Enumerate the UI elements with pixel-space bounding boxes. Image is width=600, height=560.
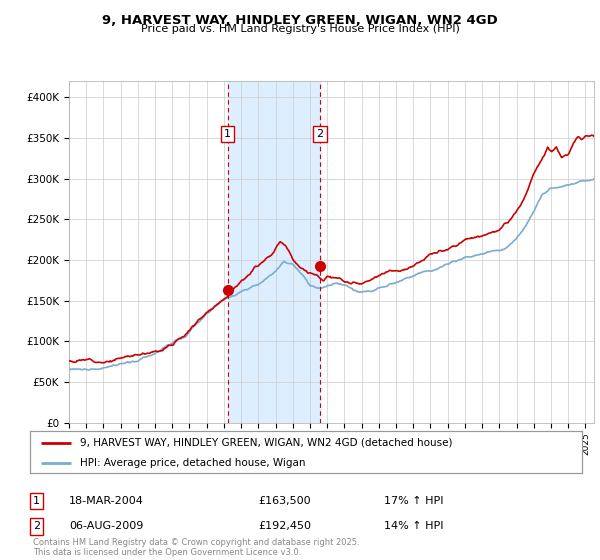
Bar xyxy=(227,81,320,423)
Text: 1: 1 xyxy=(33,496,40,506)
Text: 1: 1 xyxy=(224,129,231,139)
Text: 2: 2 xyxy=(33,521,40,531)
Text: Price paid vs. HM Land Registry's House Price Index (HPI): Price paid vs. HM Land Registry's House … xyxy=(140,24,460,34)
Text: 06-AUG-2009: 06-AUG-2009 xyxy=(69,521,143,531)
Text: 17% ↑ HPI: 17% ↑ HPI xyxy=(384,496,443,506)
Text: 9, HARVEST WAY, HINDLEY GREEN, WIGAN, WN2 4GD (detached house): 9, HARVEST WAY, HINDLEY GREEN, WIGAN, WN… xyxy=(80,438,452,448)
Text: £192,450: £192,450 xyxy=(258,521,311,531)
Text: 2: 2 xyxy=(317,129,324,139)
Text: 9, HARVEST WAY, HINDLEY GREEN, WIGAN, WN2 4GD: 9, HARVEST WAY, HINDLEY GREEN, WIGAN, WN… xyxy=(102,14,498,27)
Text: Contains HM Land Registry data © Crown copyright and database right 2025.
This d: Contains HM Land Registry data © Crown c… xyxy=(33,538,359,557)
Text: 18-MAR-2004: 18-MAR-2004 xyxy=(69,496,144,506)
Text: HPI: Average price, detached house, Wigan: HPI: Average price, detached house, Wiga… xyxy=(80,458,305,468)
Text: 14% ↑ HPI: 14% ↑ HPI xyxy=(384,521,443,531)
Text: £163,500: £163,500 xyxy=(258,496,311,506)
